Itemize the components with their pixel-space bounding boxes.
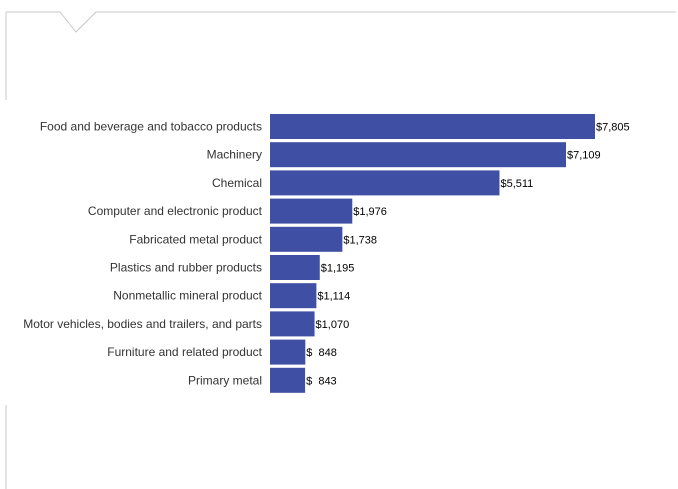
bar: [270, 198, 353, 224]
value-label: $1,976: [353, 206, 387, 218]
bar: [270, 114, 595, 139]
bar: [270, 142, 567, 168]
value-label: $ 843: [306, 375, 337, 387]
value-label: $1,114: [317, 291, 350, 303]
bar: [270, 226, 343, 252]
category-label: Motor vehicles, bodies and trailers, and…: [23, 317, 262, 331]
category-label: Machinery: [207, 148, 262, 162]
category-label: Plastics and rubber products: [110, 261, 262, 275]
value-label: $ 848: [306, 347, 337, 359]
bar: [270, 170, 500, 196]
frame-top-border: [5, 11, 676, 100]
category-label: Food and beverage and tobacco products: [40, 120, 262, 134]
bar: [270, 311, 315, 337]
value-label: $1,738: [343, 234, 377, 246]
value-label: $5,511: [500, 178, 533, 190]
category-label: Computer and electronic product: [88, 204, 263, 218]
category-label: Primary metal: [188, 373, 262, 387]
category-label: Chemical: [212, 176, 262, 190]
category-label: Furniture and related product: [107, 345, 262, 359]
value-label: $1,070: [316, 319, 350, 331]
bar: [270, 283, 317, 309]
category-label: Fabricated metal product: [129, 232, 262, 246]
value-label: $7,805: [596, 122, 630, 134]
bar: [270, 255, 320, 280]
value-label: $7,109: [567, 150, 601, 162]
value-label: $1,195: [321, 263, 355, 275]
category-label: Nonmetallic mineral product: [113, 289, 262, 303]
bar: [270, 339, 306, 365]
bar: [270, 367, 306, 393]
